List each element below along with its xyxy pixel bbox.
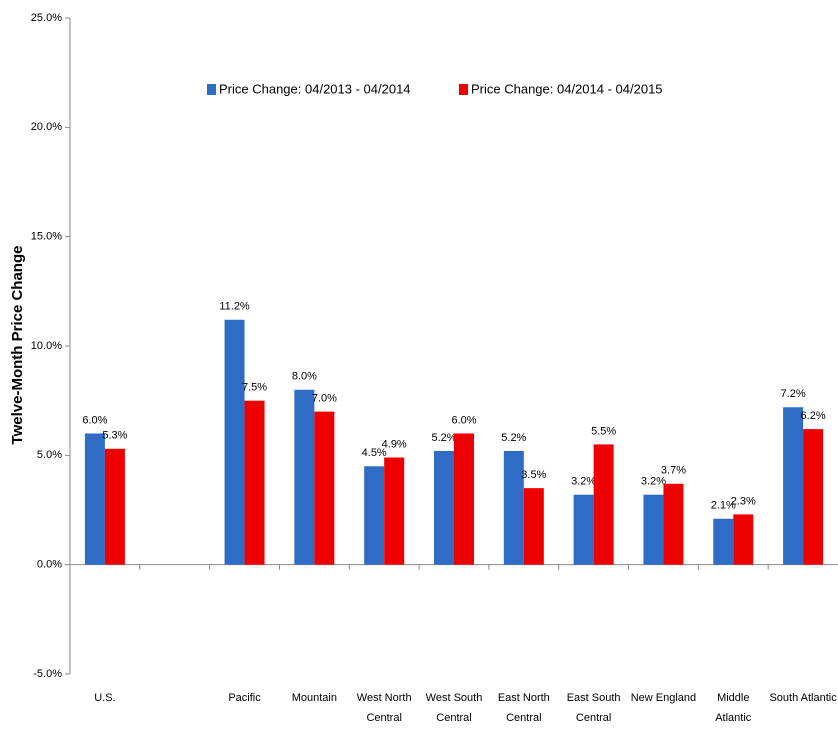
- bar: [733, 514, 754, 565]
- value-label: 7.0%: [312, 393, 337, 405]
- x-tick-label: Mountain: [291, 692, 337, 704]
- y-tick-label: 5.0%: [37, 449, 62, 461]
- y-tick-label: -5.0%: [33, 668, 62, 680]
- x-tick-label: Pacific: [228, 692, 261, 704]
- value-label: 5.2%: [431, 432, 456, 444]
- x-tick-label: U.S.: [94, 692, 116, 704]
- value-label: 2.3%: [731, 495, 756, 507]
- value-label: 7.2%: [781, 388, 806, 400]
- y-tick-label: 25.0%: [31, 12, 62, 24]
- bar: [244, 400, 265, 565]
- value-label: 5.2%: [501, 432, 526, 444]
- value-label: 4.9%: [382, 438, 407, 450]
- y-tick-label: 10.0%: [31, 340, 62, 352]
- value-label: 4.5%: [362, 447, 387, 459]
- bar: [434, 450, 454, 565]
- y-tick-label: 20.0%: [31, 121, 62, 133]
- bar: [384, 457, 405, 565]
- x-tick-label: West South Central: [425, 692, 483, 724]
- x-tick-label: Middle Atlantic: [715, 692, 752, 724]
- value-label: 6.0%: [451, 414, 476, 426]
- bar: [713, 518, 734, 565]
- bar: [803, 429, 824, 565]
- value-label: 7.5%: [242, 382, 267, 394]
- x-tick-label: New England: [630, 692, 697, 704]
- bar: [314, 411, 335, 565]
- value-label: 3.2%: [571, 476, 596, 488]
- bar: [573, 494, 594, 565]
- value-label: 3.5%: [521, 469, 546, 481]
- bar: [84, 433, 105, 565]
- value-label: 6.2%: [801, 410, 826, 422]
- x-tick-label: South Atlantic: [769, 692, 837, 704]
- bar: [523, 488, 544, 565]
- x-tick-label: East North Central: [497, 692, 550, 724]
- value-label: 3.7%: [661, 465, 686, 477]
- value-label: 2.1%: [711, 500, 736, 512]
- value-label: 5.3%: [102, 430, 127, 442]
- x-tick-label: West North Central: [356, 692, 412, 724]
- y-tick-label: 15.0%: [31, 231, 62, 243]
- bar: [104, 448, 125, 565]
- value-label: 3.2%: [641, 476, 666, 488]
- x-tick-label: East South Central: [566, 692, 621, 724]
- legend-label: Price Change: 04/2013 - 04/2014: [219, 81, 411, 96]
- bar: [294, 389, 315, 565]
- legend-swatch: [459, 84, 468, 95]
- bar: [643, 494, 664, 565]
- value-label: 11.2%: [219, 301, 250, 313]
- value-label: 8.0%: [292, 371, 317, 383]
- bar: [783, 407, 804, 565]
- y-axis-title: Twelve-Month Price Change: [9, 246, 26, 445]
- value-label: 5.5%: [591, 425, 616, 437]
- legend-label: Price Change: 04/2014 - 04/2015: [471, 81, 663, 96]
- bar: [663, 483, 684, 565]
- bar: [224, 319, 245, 565]
- bar: [454, 433, 474, 565]
- value-label: 6.0%: [82, 414, 107, 426]
- bar: [593, 444, 614, 565]
- bar: [364, 466, 385, 565]
- y-tick-label: 0.0%: [37, 559, 62, 571]
- bar: [503, 450, 524, 565]
- legend-swatch: [207, 84, 216, 95]
